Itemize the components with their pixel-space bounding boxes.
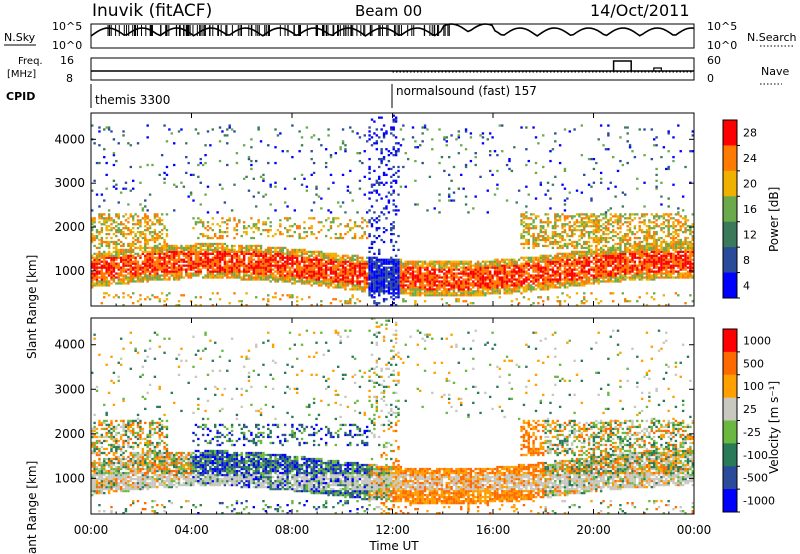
cpid-segment-themis: themis 3300 <box>95 93 170 107</box>
x-axis: 00:00 04:00 08:00 12:00 16:00 20:00 00:00 <box>74 113 712 537</box>
colorbar-tick-label: 25 <box>743 403 757 416</box>
velocity-colorbar: 1000 500 100 25 -25 -100 -500 -1000 <box>722 328 775 513</box>
velocity-ylabel: Slant Range [km] <box>25 461 39 554</box>
colorbar-band <box>723 374 737 399</box>
colorbar-tick-label: -500 <box>743 472 768 485</box>
velocity-colorbar-label: Velocity [m s⁻¹] <box>767 381 781 474</box>
power-colorbar-label: Power [dB] <box>767 187 781 252</box>
y-tick-label: 3000 <box>54 176 85 190</box>
nave-label: Nave <box>761 65 789 78</box>
x-axis-label: Time UT <box>368 539 419 553</box>
colorbar-band <box>723 170 737 197</box>
nsky-panel: N.Sky 10^5 10^0 10^5 10^0 N.Search <box>4 20 797 52</box>
colorbar-band <box>723 329 737 353</box>
velocity-y-ticks: 1000 2000 3000 4000 <box>54 338 694 485</box>
nsky-label: N.Sky <box>4 31 36 44</box>
colorbar-tick-label: 100 <box>743 380 764 393</box>
colorbar-band <box>723 420 737 444</box>
nave-tick-top: 60 <box>707 54 721 67</box>
power-heatmap <box>91 114 694 307</box>
beam-title: Beam 00 <box>355 2 422 20</box>
colorbar-tick-label: 4 <box>743 279 750 292</box>
colorbar-tick-label: -25 <box>743 426 761 439</box>
colorbar-tick-label: 500 <box>743 357 764 370</box>
x-tick-label: 00:00 <box>677 523 712 537</box>
colorbar-band <box>723 466 737 490</box>
colorbar-band <box>723 397 737 421</box>
x-tick-label: 16:00 <box>476 523 511 537</box>
colorbar-band <box>723 351 737 376</box>
x-tick-label: 00:00 <box>74 523 109 537</box>
y-tick-label: 1000 <box>54 471 85 485</box>
colorbar-tick-label: 16 <box>743 203 757 216</box>
nsky-trace <box>90 23 695 37</box>
power-colorbar: 28 24 20 16 12 8 4 <box>722 119 757 299</box>
velocity-heatmap <box>91 317 694 515</box>
power-panel: 1000 2000 3000 4000 Slant Range [km] <box>25 112 695 359</box>
nsearch-tick-bottom: 10^0 <box>707 39 737 52</box>
freq-unit: [MHz] <box>7 69 36 80</box>
nsearch-tick-top: 10^5 <box>707 20 737 33</box>
colorbar-band <box>723 489 737 513</box>
nsky-tick-top: 10^5 <box>52 20 82 33</box>
velocity-panel: 1000 2000 3000 4000 Slant Range [km] <box>25 317 695 554</box>
y-tick-label: 1000 <box>54 264 85 278</box>
colorbar-tick-label: 20 <box>743 178 757 191</box>
y-tick-label: 2000 <box>54 427 85 441</box>
colorbar-tick-label: -100 <box>743 449 768 462</box>
nave-tick-bottom: 0 <box>707 72 714 85</box>
colorbar-band <box>723 196 737 223</box>
x-tick-label: 12:00 <box>375 523 410 537</box>
y-tick-label: 4000 <box>54 132 85 146</box>
nsearch-label: N.Search <box>747 31 797 44</box>
colorbar-band <box>723 221 737 248</box>
colorbar-tick-label: 24 <box>743 152 757 165</box>
y-tick-label: 2000 <box>54 220 85 234</box>
colorbar-band <box>723 443 737 467</box>
cpid-label: CPID <box>6 90 35 103</box>
colorbar-band <box>723 272 737 299</box>
x-tick-label: 08:00 <box>275 523 310 537</box>
colorbar-tick-label: 12 <box>743 228 757 241</box>
freq-tick-bottom: 8 <box>66 72 73 85</box>
y-tick-label: 3000 <box>54 382 85 396</box>
colorbar-tick-label: 8 <box>743 254 750 267</box>
y-tick-label: 4000 <box>54 338 85 352</box>
freq-label: Freq. <box>18 56 43 67</box>
colorbar-tick-label: 28 <box>743 127 757 140</box>
colorbar-band <box>723 247 737 274</box>
station-title: Inuvik (fitACF) <box>92 1 212 21</box>
colorbar-band <box>723 145 737 172</box>
x-tick-label: 04:00 <box>174 523 209 537</box>
freq-panel: Freq. [MHz] 16 8 60 0 Nave <box>7 54 789 85</box>
cpid-segment-normalsound: normalsound (fast) 157 <box>396 84 537 98</box>
power-ylabel: Slant Range [km] <box>25 255 39 359</box>
colorbar-band <box>723 120 737 146</box>
freq-tick-top: 16 <box>60 54 74 67</box>
nsky-tick-bottom: 10^0 <box>52 39 82 52</box>
date-title: 14/Oct/2011 <box>590 1 690 20</box>
colorbar-tick-label: -1000 <box>743 495 775 508</box>
power-y-ticks: 1000 2000 3000 4000 <box>54 132 694 278</box>
x-tick-label: 20:00 <box>576 523 611 537</box>
colorbar-tick-label: 1000 <box>743 334 771 347</box>
freq-trace <box>91 60 694 73</box>
